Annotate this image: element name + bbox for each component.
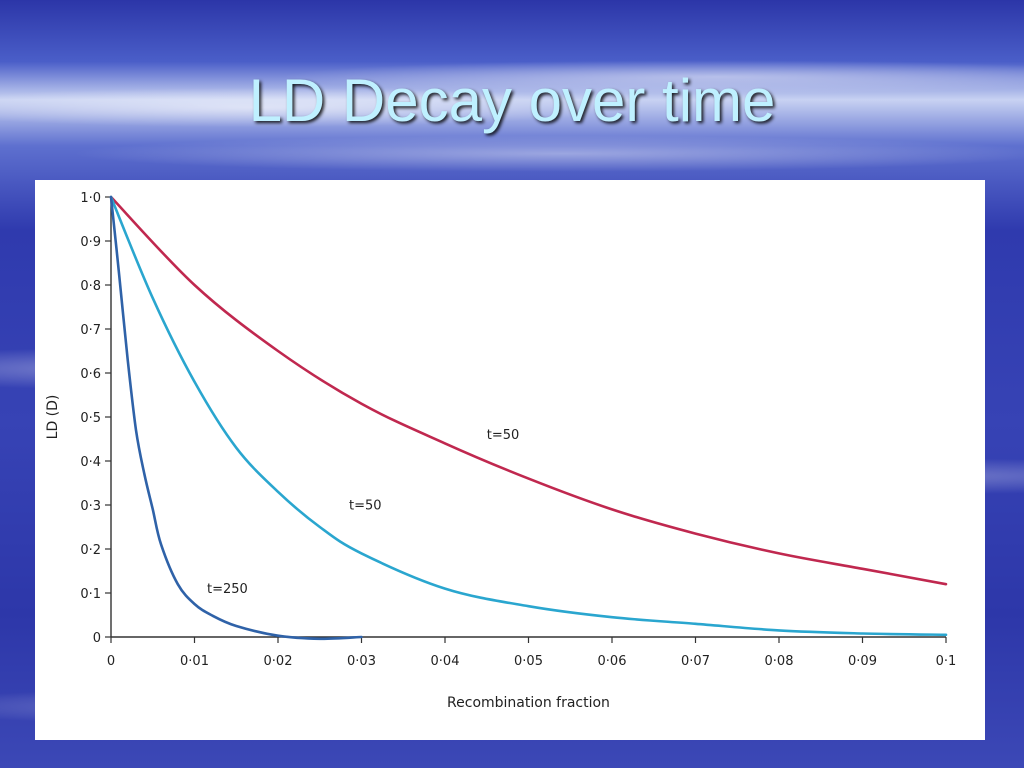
y-tick-label: 0·6 — [80, 367, 101, 382]
series-line-2 — [109, 195, 948, 637]
series-line-3 — [109, 195, 363, 641]
y-tick-label: 0·9 — [80, 235, 101, 250]
slide-title: LD Decay over time — [248, 67, 776, 134]
x-tick-label: 0·06 — [598, 654, 627, 669]
y-tick-label: 0·1 — [80, 587, 101, 602]
x-tick-label: 0·02 — [264, 654, 293, 669]
y-tick-label: 0 — [93, 631, 101, 646]
y-tick-label: 0·7 — [80, 323, 101, 338]
y-tick-label: 0·5 — [80, 411, 101, 426]
x-tick-label: 0·03 — [347, 654, 376, 669]
y-tick-label: 0·8 — [80, 279, 101, 294]
x-tick-label: 0·05 — [514, 654, 543, 669]
x-tick-label: 0·08 — [765, 654, 794, 669]
x-tick-label: 0·09 — [848, 654, 877, 669]
x-axis-title: Recombination fraction — [447, 695, 610, 711]
x-tick-label: 0·01 — [180, 654, 209, 669]
x-tick-label: 0·1 — [936, 654, 957, 669]
series-line-1 — [109, 195, 948, 586]
series-label-3: t=250 — [207, 582, 248, 597]
ld-decay-chart: 0 0·01 0·02 0·03 0·04 0·05 0·06 0·07 0·08 0·09 0·1… — [45, 191, 957, 711]
y-tick-label: 0·3 — [80, 499, 101, 514]
y-tick-label: 0·4 — [80, 455, 101, 470]
series-label-2: t=50 — [349, 498, 382, 513]
chart-panel: 0 0·01 0·02 0·03 0·04 0·05 0·06 0·07 0·08 0·09 0·1… — [35, 180, 985, 740]
y-tick-label: 1·0 — [80, 191, 101, 206]
y-axis-title: LD (D) — [45, 395, 61, 440]
series-label-1: t=50 — [487, 428, 520, 443]
x-tick-label: 0·07 — [681, 654, 710, 669]
x-tick-label: 0 — [107, 654, 115, 669]
x-tick-label: 0·04 — [431, 654, 460, 669]
y-tick-label: 0·2 — [80, 543, 101, 558]
